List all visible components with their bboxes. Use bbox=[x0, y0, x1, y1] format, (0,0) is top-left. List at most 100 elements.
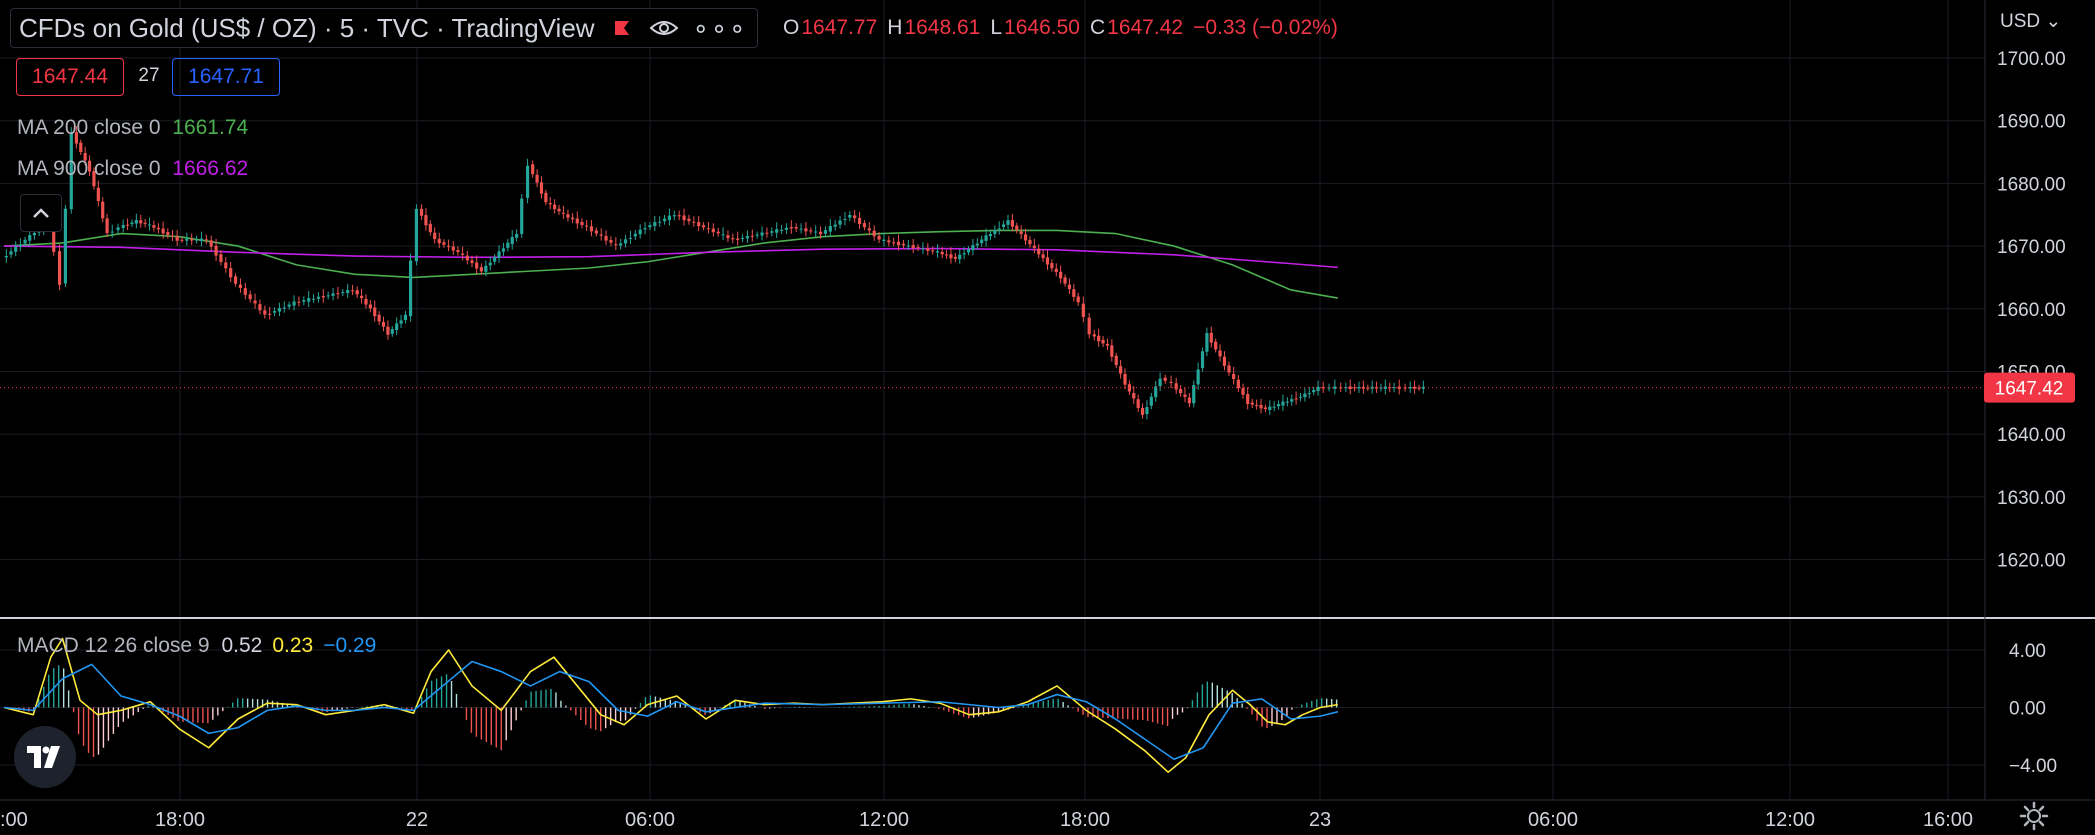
candle-body bbox=[475, 262, 479, 269]
candle-body bbox=[130, 222, 134, 225]
currency-label: USD bbox=[2000, 11, 2041, 32]
macd-legend[interactable]: MACD 12 26 close 9 0.52 0.23 −0.29 bbox=[17, 634, 376, 658]
candle-body bbox=[911, 245, 915, 249]
flag-icon[interactable] bbox=[613, 19, 631, 37]
candle-body bbox=[101, 201, 105, 219]
candle-body bbox=[395, 323, 399, 331]
candle-body bbox=[1154, 386, 1158, 398]
candle-body bbox=[442, 242, 446, 245]
candle-body bbox=[326, 295, 330, 297]
candle-body bbox=[377, 314, 381, 322]
tradingview-logo[interactable] bbox=[14, 726, 76, 788]
candle-body bbox=[83, 152, 87, 161]
candle-body bbox=[784, 227, 789, 230]
chevron-down-icon: ⌄ bbox=[2045, 11, 2062, 32]
candle-body bbox=[399, 320, 403, 324]
buy-price-button[interactable]: 1647.71 bbox=[172, 58, 280, 96]
candle-body bbox=[331, 293, 335, 296]
ma900-legend[interactable]: MA 900 close 0 1666.62 bbox=[17, 157, 248, 181]
candle-body bbox=[287, 304, 291, 307]
candle-body bbox=[1158, 378, 1162, 387]
macd-histogram bbox=[8, 665, 1338, 758]
candle-body bbox=[1272, 406, 1276, 408]
candle-body bbox=[760, 232, 764, 236]
time-tick-label: 12:00 bbox=[1765, 809, 1815, 831]
candle-body bbox=[814, 231, 818, 233]
currency-selector[interactable]: USD ⌄ bbox=[2000, 10, 2061, 33]
candle-body bbox=[414, 208, 419, 262]
candle-body bbox=[1123, 373, 1127, 385]
candle-body bbox=[643, 228, 647, 230]
candle-body bbox=[609, 240, 613, 243]
candle-body bbox=[1403, 387, 1407, 389]
candle-body bbox=[1333, 386, 1337, 389]
candle-body bbox=[745, 235, 750, 239]
candle-body bbox=[364, 298, 368, 305]
candle-body bbox=[199, 238, 204, 241]
moving-average-lines bbox=[3, 229, 1338, 299]
candle-body bbox=[1132, 393, 1136, 399]
change-value: −0.33 (−0.02%) bbox=[1193, 16, 1338, 39]
price-tick-label: 1620.00 bbox=[1997, 551, 2066, 572]
candle-body bbox=[229, 268, 233, 278]
symbol-header[interactable]: CFDs on Gold (US$ / OZ) · 5 · TVC · Trad… bbox=[10, 8, 759, 48]
candle-body bbox=[166, 232, 170, 236]
high-value: 1648.61 bbox=[904, 16, 981, 39]
last-price-badge bbox=[1984, 372, 2075, 403]
candle-body bbox=[1303, 393, 1307, 398]
ma900-line bbox=[3, 245, 1338, 269]
candle-body bbox=[997, 228, 1001, 230]
candle-body bbox=[1092, 334, 1096, 337]
candle-body bbox=[980, 239, 984, 244]
candle-body bbox=[1353, 387, 1357, 389]
ma200-legend[interactable]: MA 200 close 0 1661.74 bbox=[17, 116, 248, 140]
candle-body bbox=[341, 292, 345, 294]
candle-body bbox=[1290, 399, 1294, 402]
candle-body bbox=[935, 251, 940, 253]
candle-body bbox=[658, 221, 662, 223]
macd-label: MACD 12 26 close 9 bbox=[17, 634, 210, 657]
settings-icon[interactable] bbox=[2018, 800, 2050, 832]
candle-body bbox=[779, 229, 784, 231]
signal-line bbox=[3, 660, 1338, 761]
candle-body bbox=[877, 235, 881, 240]
collapse-legend-button[interactable] bbox=[20, 194, 62, 232]
candle-body bbox=[96, 187, 100, 201]
candle-body bbox=[1222, 356, 1227, 366]
candle-body bbox=[926, 248, 930, 251]
eye-icon[interactable] bbox=[649, 18, 679, 38]
candle-body bbox=[9, 251, 13, 255]
candle-body bbox=[1174, 383, 1178, 390]
ma200-label: MA 200 close 0 bbox=[17, 116, 161, 139]
candle-body bbox=[302, 300, 306, 302]
candle-body bbox=[428, 223, 432, 233]
candle-body bbox=[1145, 407, 1149, 415]
price-axis: 1700.001690.001680.001670.001660.001650.… bbox=[1984, 49, 2075, 777]
candle-body bbox=[1183, 394, 1187, 397]
candle-body bbox=[194, 239, 199, 241]
candle-body bbox=[648, 225, 652, 228]
candle-body bbox=[1412, 386, 1417, 389]
candle-body bbox=[311, 298, 316, 300]
candle-body bbox=[1408, 387, 1412, 389]
symbol-title[interactable]: CFDs on Gold (US$ / OZ) · 5 · TVC · Trad… bbox=[19, 12, 595, 43]
candle-body bbox=[263, 310, 267, 315]
symbol-name: CFDs on Gold (US$ / OZ) bbox=[19, 12, 317, 43]
ma200-line bbox=[3, 229, 1338, 299]
candle-body bbox=[57, 251, 62, 285]
candle-body bbox=[1327, 387, 1331, 389]
macd-hist-value: 0.52 bbox=[221, 634, 263, 657]
candle-body bbox=[975, 243, 979, 246]
candle-body bbox=[92, 171, 96, 187]
candle-body bbox=[1214, 341, 1218, 350]
candle-body bbox=[721, 234, 725, 236]
candle-body bbox=[525, 165, 530, 198]
candle-body bbox=[571, 217, 575, 220]
candle-body bbox=[1236, 379, 1240, 389]
candle-body bbox=[896, 241, 901, 246]
candle-body bbox=[23, 239, 27, 244]
more-options-icon[interactable]: ∘∘∘ bbox=[692, 13, 748, 43]
sell-price-button[interactable]: 1647.44 bbox=[16, 58, 124, 96]
candle-body bbox=[1006, 220, 1010, 225]
